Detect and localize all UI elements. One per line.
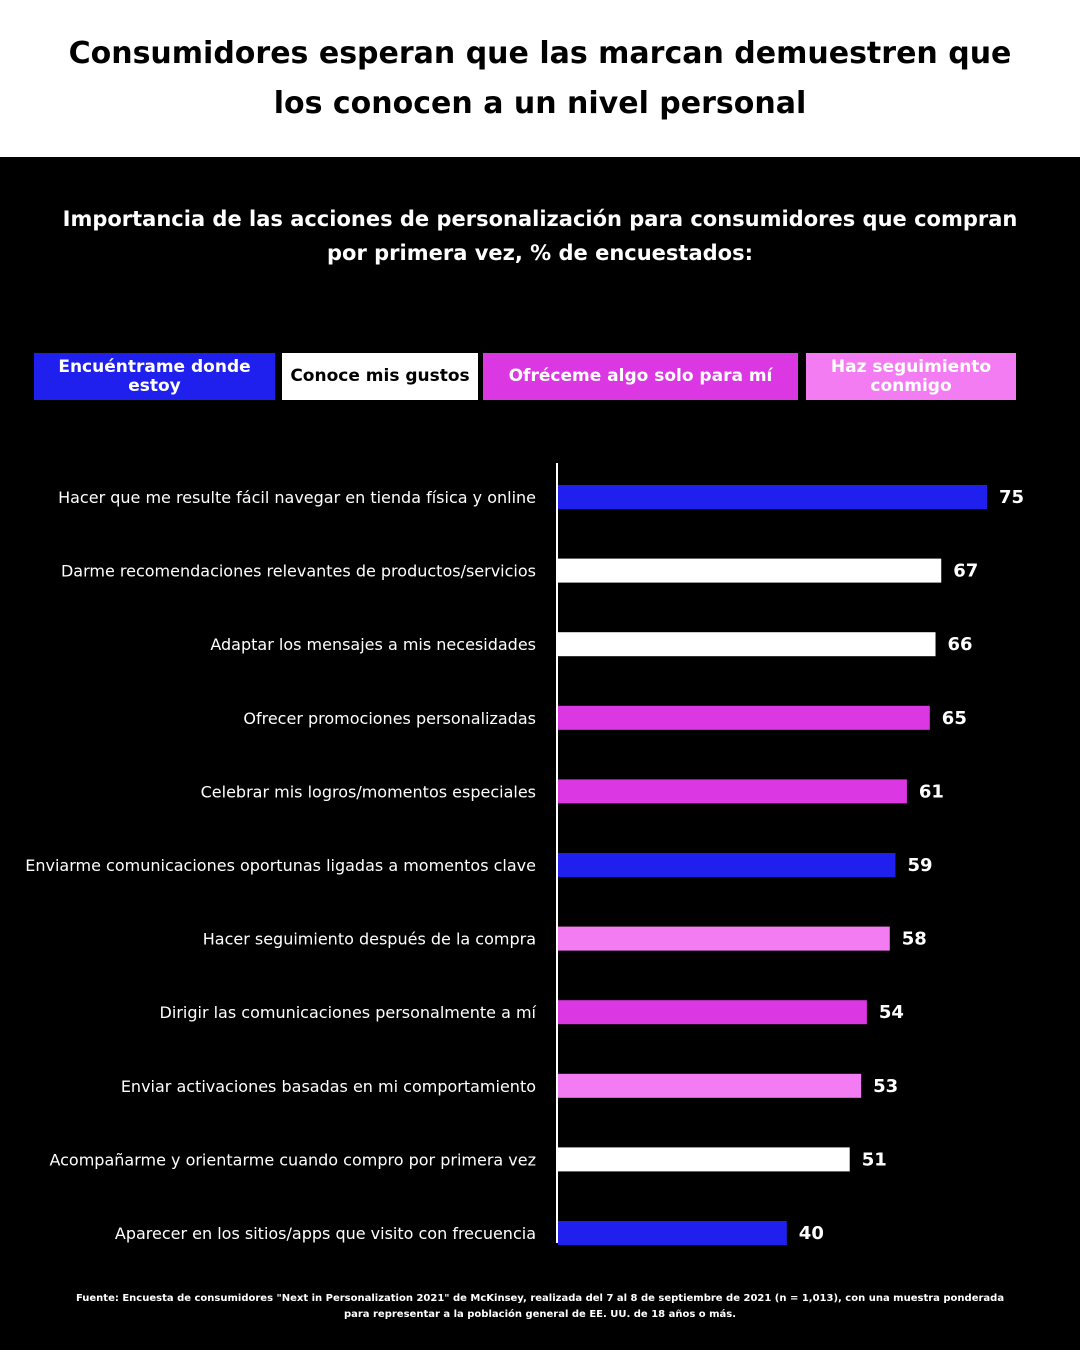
category-label: Hacer seguimiento después de la compra (203, 930, 536, 949)
data-label: 67 (953, 561, 978, 582)
data-label: 54 (879, 1002, 904, 1023)
data-label: 65 (942, 708, 967, 729)
title-banner: Consumidores esperan que las marcan demu… (0, 0, 1080, 157)
bar (558, 1147, 850, 1172)
bar (558, 926, 890, 951)
source-note: Fuente: Encuesta de consumidores "Next i… (75, 1293, 1005, 1320)
category-label: Enviarme comunicaciones oportunas ligada… (25, 856, 536, 875)
bar (558, 485, 987, 509)
data-label: 66 (948, 634, 973, 655)
bar (558, 705, 930, 730)
category-label: Darme recomendaciones relevantes de prod… (61, 562, 536, 581)
bar (558, 1000, 867, 1025)
data-label: 51 (862, 1149, 887, 1170)
category-label: Celebrar mis logros/momentos especiales (201, 782, 536, 801)
data-label: 40 (799, 1223, 824, 1244)
category-label: Ofrecer promociones personalizadas (243, 709, 536, 728)
category-label: Hacer que me resulte fácil navegar en ti… (58, 488, 536, 507)
bar (558, 779, 907, 804)
category-label: Acompañarme y orientarme cuando compro p… (49, 1150, 536, 1169)
bar (558, 558, 942, 583)
data-label: 53 (873, 1076, 898, 1097)
bar-chart: Hacer que me resulte fácil navegar en ti… (25, 463, 1024, 1245)
page-title: Consumidores esperan que las marcan demu… (68, 35, 1012, 121)
data-label: 61 (919, 781, 944, 802)
bar (558, 632, 936, 657)
bar (558, 1073, 862, 1098)
bar (558, 853, 896, 877)
category-label: Dirigir las comunicaciones personalmente… (160, 1003, 537, 1022)
legend-item-ofreceme: Ofréceme algo solo para mí (483, 353, 798, 400)
category-label: Adaptar los mensajes a mis necesidades (210, 635, 536, 654)
data-label: 59 (907, 855, 932, 876)
category-label: Enviar activaciones basadas en mi compor… (121, 1077, 536, 1096)
legend-item-seguimiento: Haz seguimiento conmigo (806, 353, 1016, 400)
legend-item-encuentrame: Encuéntrame donde estoy (34, 353, 275, 400)
data-label: 75 (999, 487, 1024, 508)
chart-title: Importancia de las acciones de personali… (62, 207, 1018, 265)
legend-item-conoce: Conoce mis gustos (282, 353, 478, 400)
data-label: 58 (902, 929, 927, 950)
bar (558, 1221, 787, 1245)
category-label: Aparecer en los sitios/apps que visito c… (115, 1224, 536, 1243)
